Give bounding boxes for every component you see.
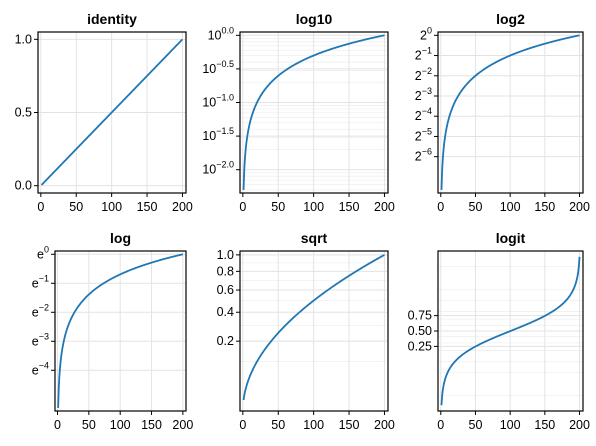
y-tick-label: 2−5 (415, 126, 432, 143)
y-tick-label: 10−1.0 (202, 93, 234, 110)
x-tick-label: 50 (469, 418, 483, 432)
chart-title: log10 (296, 11, 333, 27)
x-tick-label: 50 (271, 418, 285, 432)
x-tick-label: 50 (271, 200, 285, 214)
y-tick-label: e−3 (32, 331, 49, 348)
y-tick-label: 0.4 (217, 305, 234, 319)
series-line (40, 38, 184, 186)
y-tick-label: 0.5 (15, 106, 32, 120)
x-tick-label: 0 (437, 200, 444, 214)
panel-log2: 0 50 100 150 200 20 2−1 2−2 2−3 2−4 2−5 2−6 log2 (415, 11, 590, 214)
x-tick-label: 100 (500, 418, 521, 432)
y-tick-label: 1.0 (217, 248, 234, 262)
x-tick-label: 200 (374, 200, 395, 214)
x-tick-label: 0 (239, 418, 246, 432)
x-tick-label: 100 (303, 418, 324, 432)
y-tick-label: 0.50 (408, 324, 432, 338)
x-tick-label: 200 (569, 200, 590, 214)
chart-title: sqrt (301, 230, 328, 246)
y-tick-label: e−1 (32, 273, 49, 290)
y-tick-label: 2−6 (415, 147, 432, 164)
plot-frame (239, 250, 389, 412)
panel-sqrt: 0 50 100 150 200 0.2 0.4 0.6 0.8 1.0 sqrt (217, 230, 395, 432)
x-tick-label: 100 (110, 418, 131, 432)
y-tick-label: 0.2 (217, 334, 234, 348)
y-tick-label: 10−1.5 (202, 126, 234, 143)
y-tick-label: e−4 (32, 360, 49, 377)
x-tick-label: 150 (141, 418, 162, 432)
y-tick-label: 0.75 (408, 309, 432, 323)
x-tick-label: 50 (69, 200, 83, 214)
y-tick-label: 0.0 (15, 179, 32, 193)
y-tick-label: 0.6 (217, 283, 234, 297)
series-line (57, 253, 184, 408)
panel-logit: 0 50 100 150 200 0.250.500.75 logit (408, 230, 590, 432)
x-tick-label: 0 (239, 200, 246, 214)
y-tick-label: 2−4 (415, 106, 432, 123)
chart-title: logit (496, 230, 526, 246)
plot-frame (437, 31, 584, 194)
y-tick-label: 2−1 (415, 46, 432, 63)
x-tick-label: 200 (172, 200, 193, 214)
x-tick-label: 150 (137, 200, 158, 214)
y-tick-label: e0 (37, 244, 49, 261)
x-tick-label: 200 (172, 418, 193, 432)
x-tick-label: 200 (374, 418, 395, 432)
plot-frame (54, 250, 187, 412)
chart-title: log2 (496, 11, 525, 27)
y-tick-label: 10−2.0 (202, 160, 234, 177)
panel-log10: 0 50 100 150 200 100.0 10−0.5 10−1.0 10−1.5 10−2.… (202, 11, 395, 214)
plot-frame (437, 250, 584, 412)
chart-title: log (110, 230, 131, 246)
y-tick-label: 20 (420, 25, 432, 42)
x-tick-label: 0 (54, 418, 61, 432)
y-tick-label: 2−3 (415, 86, 432, 103)
y-tick-label: 100.0 (208, 25, 234, 42)
chart-title: identity (87, 11, 137, 27)
series-line (242, 34, 385, 190)
panel-identity: 0 50 100 150 200 0.0 0.5 1.0 identity (15, 11, 193, 214)
y-tick-label: 0.8 (217, 264, 234, 278)
x-tick-label: 0 (437, 418, 444, 432)
x-tick-label: 150 (339, 200, 360, 214)
panel-log: 0 50 100 150 200 e0 e−1 e−2 e−3 e−4 log (32, 230, 194, 432)
y-tick-label: 1.0 (15, 32, 32, 46)
series-line (440, 34, 580, 190)
x-tick-label: 0 (37, 200, 44, 214)
y-tick-label: 2−2 (415, 66, 432, 83)
series-line (242, 254, 385, 401)
x-tick-label: 50 (82, 418, 96, 432)
x-tick-label: 200 (569, 418, 590, 432)
x-tick-label: 100 (500, 200, 521, 214)
y-tick-label: 0.25 (408, 339, 432, 353)
y-tick-label: e−2 (32, 302, 49, 319)
x-tick-label: 150 (339, 418, 360, 432)
plot-frame (37, 31, 187, 194)
x-tick-label: 100 (101, 200, 122, 214)
series-line (440, 256, 581, 406)
x-tick-label: 150 (534, 200, 555, 214)
x-tick-label: 100 (303, 200, 324, 214)
y-tick-label: 10−0.5 (202, 59, 234, 76)
x-tick-label: 50 (469, 200, 483, 214)
x-tick-label: 150 (534, 418, 555, 432)
plot-frame (239, 31, 389, 194)
